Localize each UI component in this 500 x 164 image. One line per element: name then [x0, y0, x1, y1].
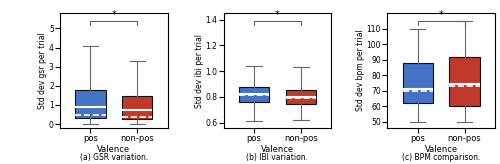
- PathPatch shape: [122, 96, 152, 119]
- X-axis label: Valence: Valence: [261, 144, 294, 154]
- PathPatch shape: [75, 90, 106, 118]
- Y-axis label: Std dev ibi per trial: Std dev ibi per trial: [195, 33, 204, 108]
- Y-axis label: Std dev gsr per trial: Std dev gsr per trial: [38, 32, 48, 109]
- Y-axis label: Std dev bpm per trial: Std dev bpm per trial: [356, 30, 365, 111]
- Text: (c) BPM comparison.: (c) BPM comparison.: [402, 153, 480, 162]
- X-axis label: Valence: Valence: [424, 144, 458, 154]
- PathPatch shape: [450, 57, 480, 106]
- Text: *: *: [275, 10, 280, 20]
- PathPatch shape: [402, 63, 433, 103]
- PathPatch shape: [239, 87, 270, 102]
- Text: *: *: [112, 10, 116, 20]
- Text: (b) IBI variation.: (b) IBI variation.: [246, 153, 308, 162]
- X-axis label: Valence: Valence: [98, 144, 130, 154]
- Text: *: *: [439, 10, 444, 20]
- Text: (a) GSR variation.: (a) GSR variation.: [80, 153, 148, 162]
- PathPatch shape: [286, 90, 316, 104]
